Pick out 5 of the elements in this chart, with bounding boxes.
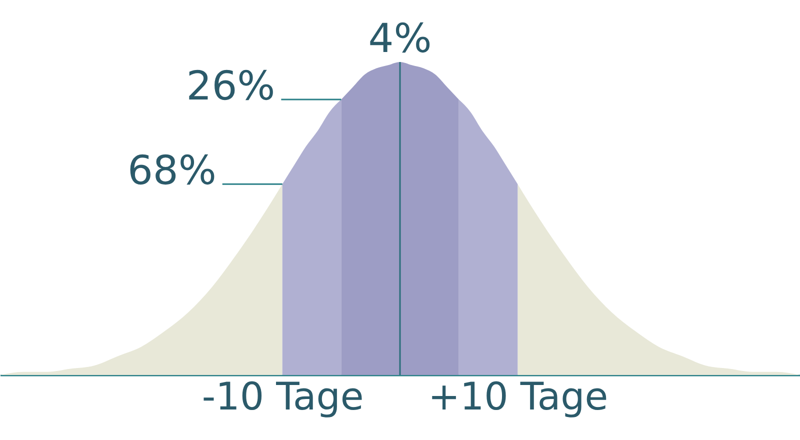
- annotation: 26%: [186, 64, 276, 110]
- x-tick-label: +10 Tage: [428, 374, 608, 418]
- x-tick-label: -10 Tage: [202, 374, 364, 418]
- annotation: 4%: [368, 16, 432, 62]
- annotation: 68%: [127, 148, 216, 194]
